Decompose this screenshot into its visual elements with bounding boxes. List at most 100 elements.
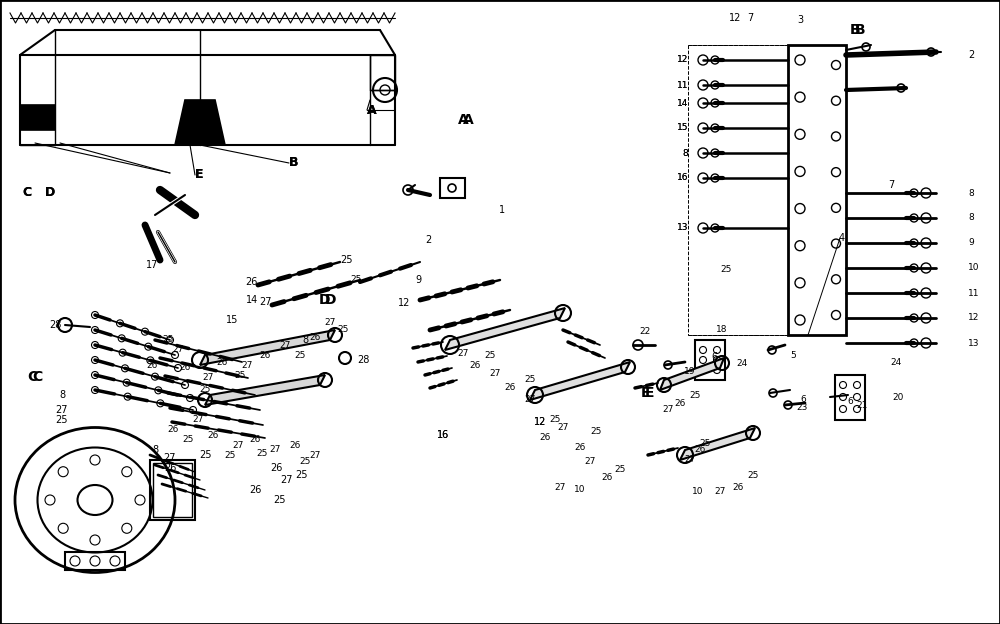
Text: 26: 26	[539, 434, 551, 442]
Text: 7: 7	[747, 13, 753, 23]
Text: 10: 10	[692, 487, 704, 497]
Text: 16: 16	[676, 173, 688, 182]
Text: 28: 28	[357, 355, 369, 365]
Text: 14: 14	[677, 99, 688, 107]
Text: 25: 25	[720, 265, 732, 275]
Text: 10: 10	[968, 263, 980, 273]
Bar	[65, 552, 125, 570]
Text: 25: 25	[224, 451, 236, 459]
Text: 27: 27	[584, 457, 596, 467]
Text: 25: 25	[337, 326, 349, 334]
Text: D: D	[325, 293, 336, 307]
Text: 27: 27	[662, 406, 674, 414]
Text: 9: 9	[415, 275, 421, 285]
Text: 8: 8	[968, 213, 974, 223]
Text: 25: 25	[549, 416, 561, 424]
Text: 26: 26	[179, 364, 191, 373]
Bar	[150, 460, 195, 520]
Text: 25: 25	[699, 439, 711, 447]
Text: 25: 25	[747, 470, 759, 479]
Text: E: E	[195, 168, 204, 182]
Text: 24: 24	[736, 359, 748, 368]
Text: 27: 27	[192, 416, 204, 424]
Text: 26: 26	[574, 444, 586, 452]
Text: 25: 25	[234, 371, 246, 379]
Text: 14: 14	[246, 295, 258, 305]
Text: 25: 25	[524, 376, 536, 384]
Text: 26: 26	[504, 384, 516, 392]
Text: 21: 21	[856, 401, 868, 409]
Text: 27: 27	[172, 346, 184, 354]
Text: 27: 27	[232, 441, 244, 449]
Text: 22: 22	[639, 328, 651, 336]
Text: 25: 25	[614, 466, 626, 474]
Text: A: A	[463, 113, 474, 127]
Text: 8: 8	[968, 188, 974, 198]
Text: 25: 25	[199, 386, 211, 394]
Text: 27: 27	[241, 361, 253, 369]
Text: 12: 12	[677, 56, 688, 64]
Text: 8: 8	[59, 390, 65, 400]
Bar	[153, 463, 192, 517]
Text: D: D	[45, 187, 55, 200]
Text: 25: 25	[256, 449, 268, 457]
Text: 6: 6	[711, 352, 717, 362]
Text: 27: 27	[489, 369, 501, 379]
Text: 3: 3	[797, 15, 803, 25]
Text: D: D	[319, 293, 331, 307]
Text: 26: 26	[207, 431, 219, 439]
Text: A: A	[367, 104, 377, 117]
Bar	[788, 45, 846, 335]
Text: E: E	[645, 386, 654, 400]
Text: 12: 12	[534, 417, 546, 427]
Polygon shape	[175, 100, 225, 145]
Text: B: B	[850, 23, 860, 37]
Text: 26: 26	[167, 426, 179, 434]
Text: 8: 8	[152, 445, 158, 455]
Text: 8: 8	[682, 149, 688, 157]
Text: 27: 27	[557, 422, 569, 432]
Text: 26: 26	[469, 361, 481, 369]
Text: 12: 12	[534, 417, 546, 427]
Text: 5: 5	[790, 351, 796, 359]
Text: 26: 26	[289, 441, 301, 449]
Text: 26: 26	[309, 333, 321, 341]
Text: 6: 6	[800, 396, 806, 404]
Text: A: A	[458, 113, 468, 127]
Text: B: B	[855, 23, 866, 37]
Text: 27: 27	[714, 487, 726, 497]
Text: 2: 2	[425, 235, 431, 245]
Text: 1: 1	[499, 205, 505, 215]
Text: 26: 26	[674, 399, 686, 407]
Text: 27: 27	[324, 318, 336, 326]
Bar	[695, 340, 725, 380]
Text: 13: 13	[968, 338, 980, 348]
Text: E: E	[640, 386, 650, 400]
Text: 18: 18	[716, 326, 728, 334]
Text: 27: 27	[684, 456, 696, 464]
Text: C: C	[27, 370, 37, 384]
Text: 19: 19	[684, 368, 696, 376]
Polygon shape	[20, 105, 55, 130]
Text: B: B	[289, 157, 298, 170]
Text: 27: 27	[279, 341, 291, 349]
Text: 25: 25	[689, 391, 701, 399]
Polygon shape	[660, 358, 724, 390]
Text: 15: 15	[226, 315, 238, 325]
Text: 8: 8	[682, 149, 688, 157]
Text: 12: 12	[398, 298, 410, 308]
Text: 15: 15	[676, 124, 688, 132]
Text: 26: 26	[732, 484, 744, 492]
Polygon shape	[530, 362, 630, 400]
Text: D: D	[45, 187, 55, 200]
Text: 2: 2	[968, 50, 974, 60]
Text: 25: 25	[162, 336, 174, 344]
Text: 28: 28	[50, 320, 62, 330]
Text: 27: 27	[309, 451, 321, 459]
Text: 10: 10	[574, 485, 586, 494]
Text: A: A	[367, 104, 377, 117]
Text: 25: 25	[294, 351, 306, 359]
Text: 25: 25	[590, 427, 602, 437]
Text: 16: 16	[437, 430, 449, 440]
Text: 27: 27	[280, 475, 292, 485]
